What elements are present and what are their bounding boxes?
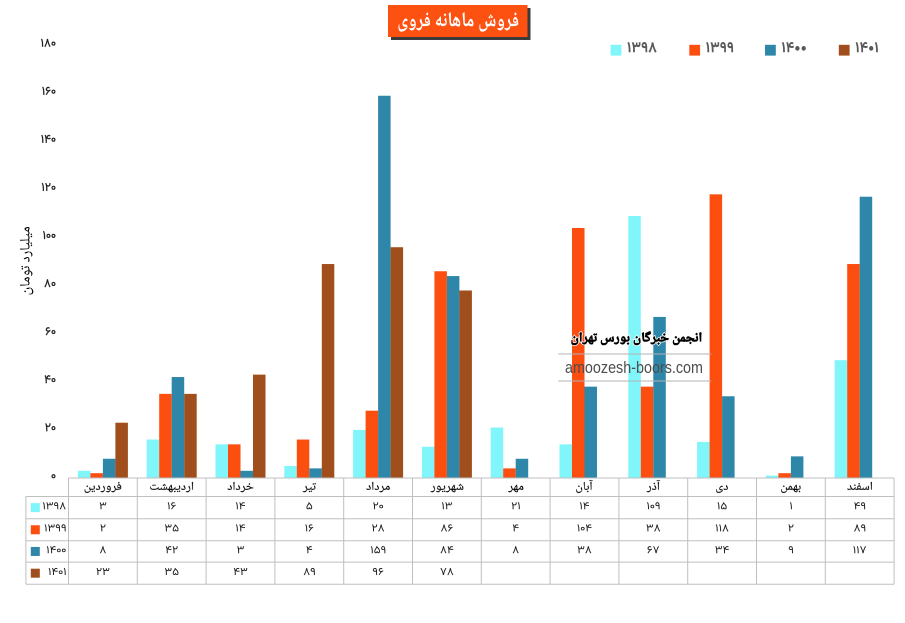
svg-text:amoozesh-boors.com: amoozesh-boors.com [565,359,703,377]
